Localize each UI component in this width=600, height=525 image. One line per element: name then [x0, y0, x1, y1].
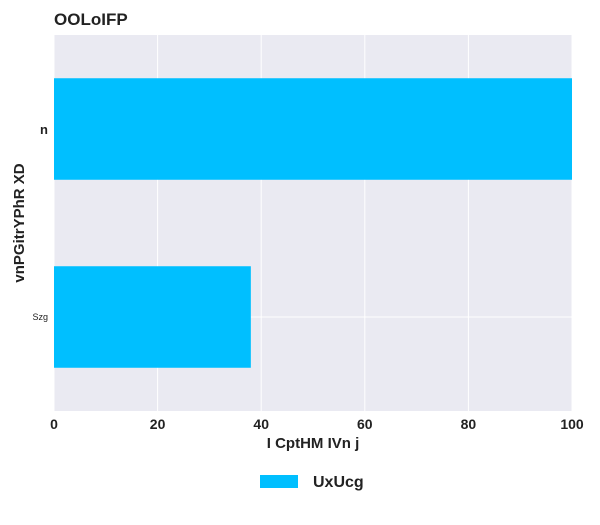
x-axis-label: I CptHM IVn j [267, 435, 360, 452]
bar-n [54, 78, 572, 180]
x-tick-labels: 0 20 40 60 80 100 [50, 416, 584, 432]
x-tick-label: 60 [357, 416, 373, 432]
legend: UxUcg [260, 474, 364, 491]
x-tick-label: 0 [50, 416, 58, 432]
y-axis-label: vnPGitrYPhR XD [11, 163, 28, 282]
bars [54, 78, 572, 368]
legend-label: UxUcg [313, 474, 364, 491]
y-tick-label: n [40, 122, 48, 137]
chart-title: OOLoIFP [54, 10, 128, 29]
x-tick-label: 20 [150, 416, 166, 432]
x-tick-label: 40 [253, 416, 269, 432]
y-tick-labels: n Szg [32, 122, 48, 322]
x-tick-label: 80 [461, 416, 477, 432]
legend-swatch [260, 475, 298, 488]
bar-Szg [54, 266, 251, 368]
y-tick-label: Szg [32, 312, 48, 322]
x-tick-label: 100 [560, 416, 584, 432]
